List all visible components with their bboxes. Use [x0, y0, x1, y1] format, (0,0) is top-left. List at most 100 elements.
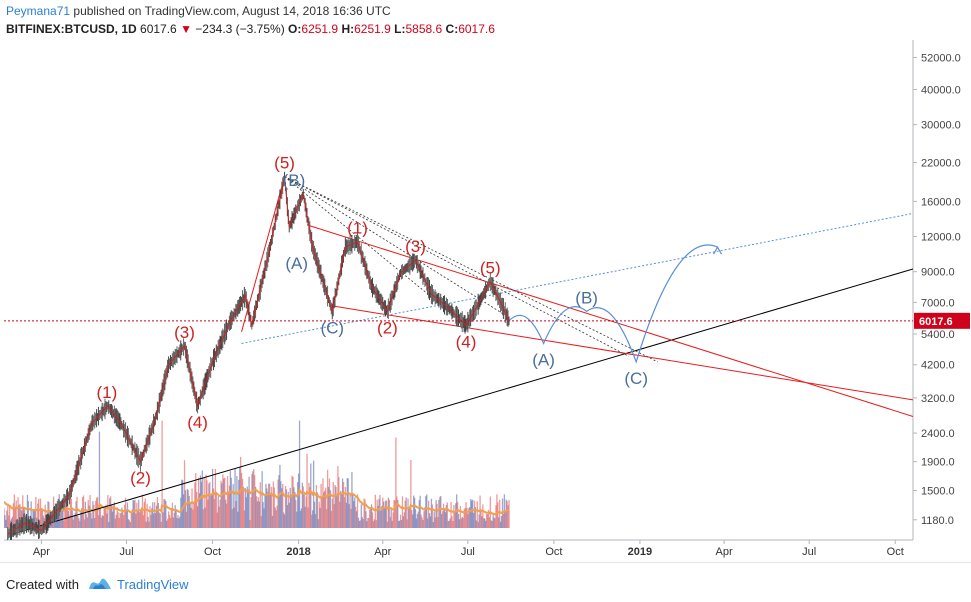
volume-bar [235, 501, 237, 528]
volume-bar [157, 503, 160, 528]
volume-bar [326, 509, 328, 528]
volume-bar [302, 486, 304, 528]
volume-bar [341, 478, 344, 528]
volume-bar [253, 469, 255, 528]
volume-bar [231, 509, 233, 528]
open-value: 6251.9 [301, 22, 339, 36]
volume-bar [428, 513, 431, 528]
volume-bar [163, 499, 165, 528]
volume-bar [216, 512, 218, 528]
volume-bar [445, 504, 448, 528]
published-text: published on TradingView.com, August 14,… [73, 4, 391, 18]
volume-bar [369, 508, 372, 528]
volume-bar [415, 518, 418, 528]
volume-bar [186, 489, 188, 528]
volume-bar [185, 511, 188, 528]
volume-bar [193, 501, 195, 528]
volume-bar [400, 519, 403, 528]
volume-bar [228, 485, 231, 528]
volume-bar [67, 511, 70, 528]
volume-bar [190, 507, 192, 528]
volume-bar [473, 500, 476, 528]
volume-bar [374, 494, 376, 528]
volume-bar [148, 521, 150, 528]
volume-bar [323, 492, 325, 528]
volume-bar [224, 477, 226, 528]
volume-bar [103, 508, 105, 528]
volume-bar [458, 519, 461, 528]
volume-bar [412, 514, 414, 528]
volume-bar [139, 512, 141, 528]
volume-bar [322, 478, 324, 528]
footer: Created with TradingView [0, 562, 971, 602]
volume-bar [476, 501, 478, 528]
volume-bar [396, 496, 398, 528]
volume-bar [12, 503, 15, 528]
volume-bar [208, 483, 210, 528]
volume-bar [230, 477, 232, 528]
volume-bar [480, 509, 482, 528]
volume-bar [141, 494, 144, 528]
fan-line [284, 176, 629, 357]
volume-bar [63, 520, 65, 528]
volume-bar [248, 476, 250, 528]
volume-bar [334, 485, 336, 528]
author-name[interactable]: Peymana71 [6, 4, 71, 18]
volume-bar [407, 498, 409, 528]
volume-bar [392, 512, 394, 528]
price-tick-label: 12000.0 [921, 232, 961, 244]
volume-bar [213, 498, 216, 528]
volume-bar [179, 516, 181, 528]
volume-bar [305, 496, 307, 528]
price-tick-label: 5400.0 [921, 329, 955, 341]
volume-bar [197, 477, 200, 528]
volume-bar [196, 491, 198, 528]
volume-bar [418, 500, 420, 528]
volume-bar [371, 512, 374, 528]
volume-bar [72, 519, 74, 528]
volume-bar [20, 509, 22, 528]
volume-bar [182, 494, 185, 528]
volume-bar [375, 520, 377, 528]
volume-bar [482, 504, 484, 528]
projection-arrow-icon [713, 245, 723, 255]
volume-bar [126, 502, 129, 528]
volume-bar [137, 511, 139, 528]
volume-bar [149, 506, 151, 528]
symbol-label: BITFINEX:BTCUSD, 1D [6, 22, 137, 36]
volume-bar [390, 509, 392, 528]
volume-bar [446, 502, 448, 528]
volume-bar [264, 495, 266, 528]
close-value: 6017.6 [458, 22, 495, 36]
volume-bar [201, 470, 203, 528]
volume-bar [355, 511, 358, 528]
volume-bar [194, 482, 196, 528]
volume-bar [401, 496, 404, 528]
volume-bar [268, 483, 271, 528]
volume-bar [130, 513, 132, 528]
tradingview-brand-link[interactable]: TradingView [117, 577, 189, 592]
volume-bar [465, 502, 467, 528]
volume-bar [64, 494, 66, 528]
volume-bar [125, 510, 128, 528]
volume-bar [15, 500, 17, 528]
volume-bar [495, 505, 497, 528]
volume-bar [172, 517, 174, 528]
volume-bar [333, 504, 335, 528]
volume-bar [132, 499, 134, 528]
volume-bar [263, 508, 265, 528]
volume-bar [134, 499, 136, 528]
volume-bar [60, 506, 62, 528]
volume-bar [469, 507, 471, 528]
price-chart[interactable]: 52000.0 40000.0 30000.0 22000.0 16000.0 12000… [0, 0, 971, 562]
volume-bar [326, 469, 329, 528]
volume-bar [408, 507, 410, 528]
volume-bar [206, 480, 208, 528]
volume-bar [254, 475, 256, 528]
volume-bar [363, 498, 365, 528]
volume-bar [488, 517, 491, 528]
price-tick-label: 52000.0 [921, 52, 961, 64]
volume-bar [318, 501, 320, 528]
volume-bar [292, 476, 294, 528]
volume-bar [316, 492, 318, 528]
